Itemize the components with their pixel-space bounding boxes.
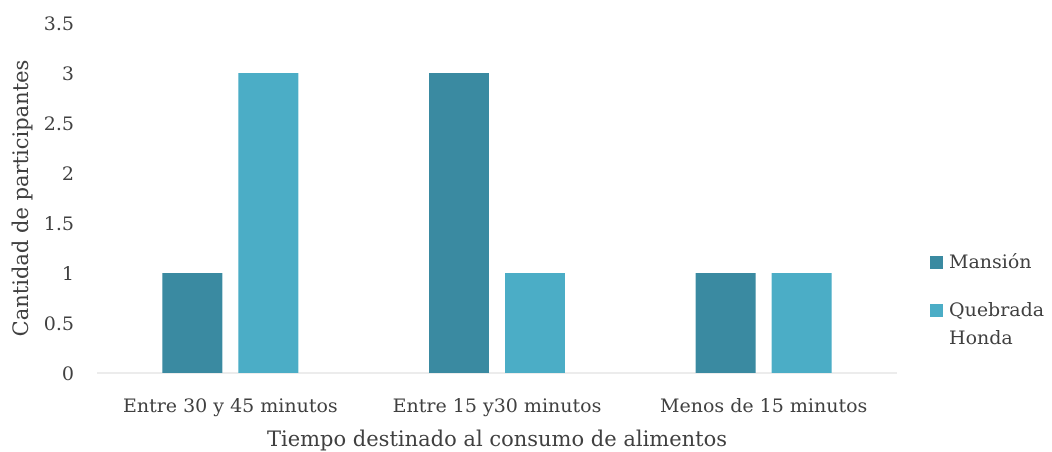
legend-swatch-quebrada-honda: [930, 304, 943, 317]
y-tick-label: 3: [62, 63, 74, 85]
bar-quebrada-honda: [505, 273, 565, 373]
bar-mansion: [695, 273, 756, 373]
x-tick-label: Entre 30 y 45 minutos: [123, 395, 338, 417]
legend-swatch-mansion: [930, 256, 943, 269]
y-tick-label: 1: [62, 263, 74, 285]
bars: [162, 73, 832, 373]
bar-quebrada-honda: [238, 73, 299, 373]
y-axis-title: Cantidad de participantes: [9, 60, 33, 337]
x-axis-ticks: Entre 30 y 45 minutos Entre 15 y30 minuto…: [123, 395, 867, 417]
bar-mansion: [162, 273, 223, 373]
legend-label-mansion: Mansión: [949, 251, 1032, 273]
y-tick-label: 2.5: [44, 113, 74, 135]
y-tick-label: 0.5: [44, 313, 74, 335]
x-tick-label: Entre 15 y30 minutos: [393, 395, 602, 417]
legend: Mansión Quebrada Honda: [930, 248, 1052, 372]
x-axis-title: Tiempo destinado al consumo de alimentos: [267, 427, 727, 451]
y-tick-label: 0: [62, 363, 74, 385]
y-axis-ticks: 0 0.5 1 1.5 2 2.5 3 3.5: [44, 13, 74, 385]
x-tick-label: Menos de 15 minutos: [660, 395, 867, 417]
legend-item-quebrada-honda: Quebrada Honda: [930, 296, 1052, 352]
bar-quebrada-honda: [771, 273, 832, 373]
bar-mansion: [429, 73, 489, 373]
y-tick-label: 1.5: [44, 213, 74, 235]
legend-item-mansion: Mansión: [930, 248, 1052, 276]
legend-label-quebrada-honda: Quebrada Honda: [949, 299, 1045, 349]
y-tick-label: 3.5: [44, 13, 74, 35]
y-tick-label: 2: [62, 163, 74, 185]
